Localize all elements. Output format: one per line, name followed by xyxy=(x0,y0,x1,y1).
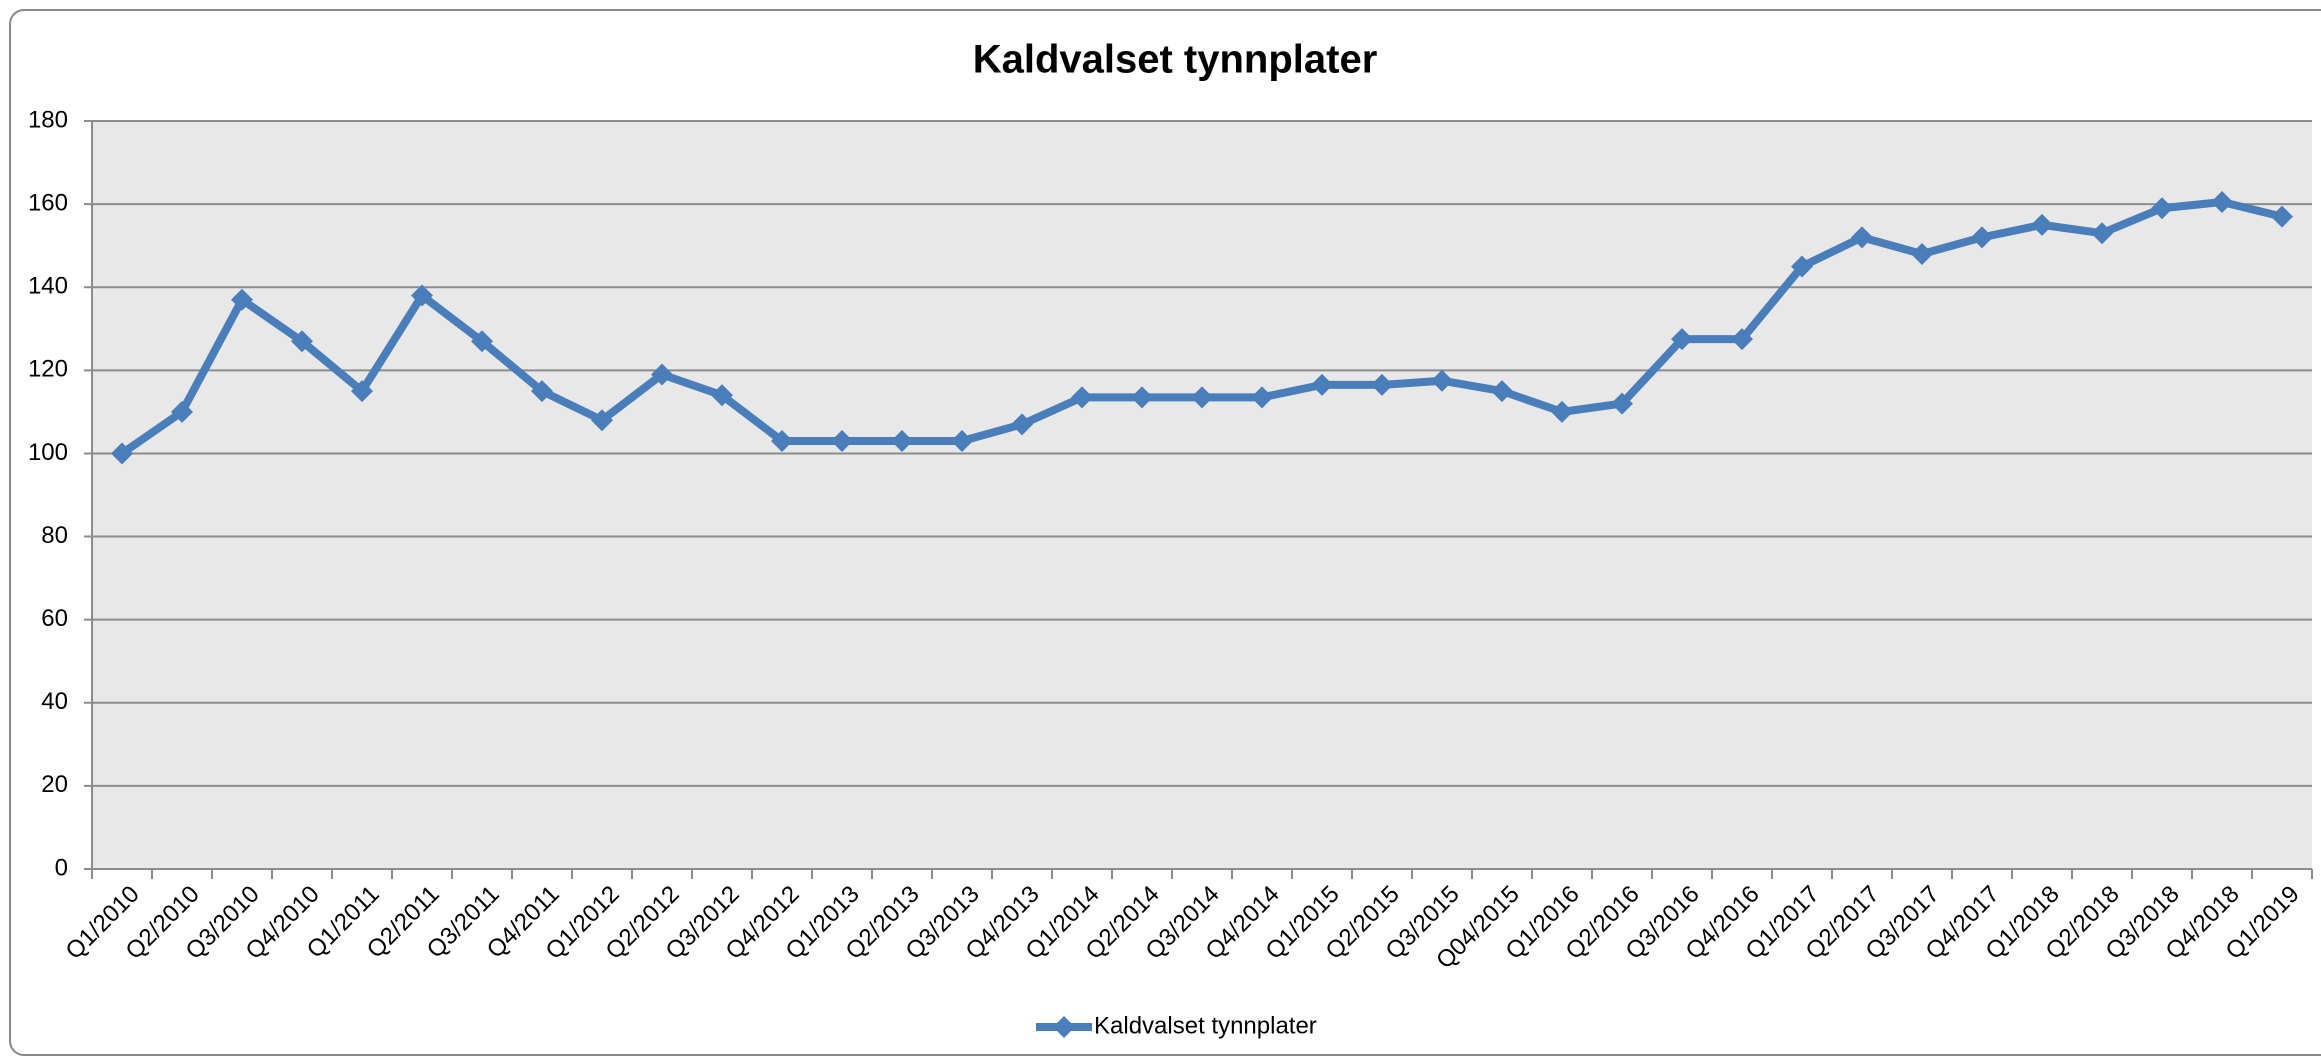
y-tick-label: 120 xyxy=(28,356,68,383)
y-tick-label: 160 xyxy=(28,189,68,216)
data-point xyxy=(2151,197,2173,220)
data-point xyxy=(531,380,553,403)
data-point xyxy=(1731,328,1753,351)
legend-label: Kaldvalset tynnplater xyxy=(1094,1012,1317,1039)
data-point xyxy=(471,330,493,353)
data-point xyxy=(651,363,673,386)
data-point xyxy=(1131,386,1153,409)
y-tick-label: 0 xyxy=(55,854,68,881)
chart-title: Kaldvalset tynnplater xyxy=(973,38,1378,82)
data-point xyxy=(1311,373,1333,396)
y-tick-label: 140 xyxy=(28,273,68,300)
data-point xyxy=(771,429,793,452)
data-point xyxy=(2091,222,2113,245)
y-tick-label: 100 xyxy=(28,439,68,466)
data-point xyxy=(231,288,253,311)
data-point xyxy=(1191,386,1213,409)
data-point xyxy=(951,429,973,452)
data-point xyxy=(891,429,913,452)
data-point xyxy=(2271,205,2293,228)
data-point xyxy=(1611,392,1633,415)
data-point xyxy=(1491,380,1513,403)
data-point xyxy=(1011,413,1033,436)
data-point xyxy=(291,330,313,353)
data-point xyxy=(591,409,613,432)
data-point xyxy=(1911,242,1933,265)
data-point xyxy=(831,429,853,452)
data-point xyxy=(2211,191,2233,214)
data-point xyxy=(111,442,133,465)
data-point xyxy=(1551,400,1573,423)
data-point xyxy=(1851,226,1873,249)
data-point xyxy=(1431,369,1453,392)
data-point xyxy=(1791,255,1813,278)
data-point xyxy=(351,380,373,403)
legend-marker xyxy=(1053,1016,1075,1038)
data-point xyxy=(1071,386,1093,409)
data-point xyxy=(1371,373,1393,396)
data-point xyxy=(2031,213,2053,236)
y-tick-label: 20 xyxy=(41,771,68,798)
data-point xyxy=(1251,386,1273,409)
data-point xyxy=(711,384,733,407)
data-point xyxy=(411,284,433,307)
data-point xyxy=(1671,328,1693,351)
y-tick-label: 40 xyxy=(41,688,68,715)
data-point xyxy=(171,400,193,423)
y-tick-label: 180 xyxy=(28,106,68,133)
data-point xyxy=(1971,226,1993,249)
y-tick-label: 80 xyxy=(41,522,68,549)
y-tick-label: 60 xyxy=(41,605,68,632)
